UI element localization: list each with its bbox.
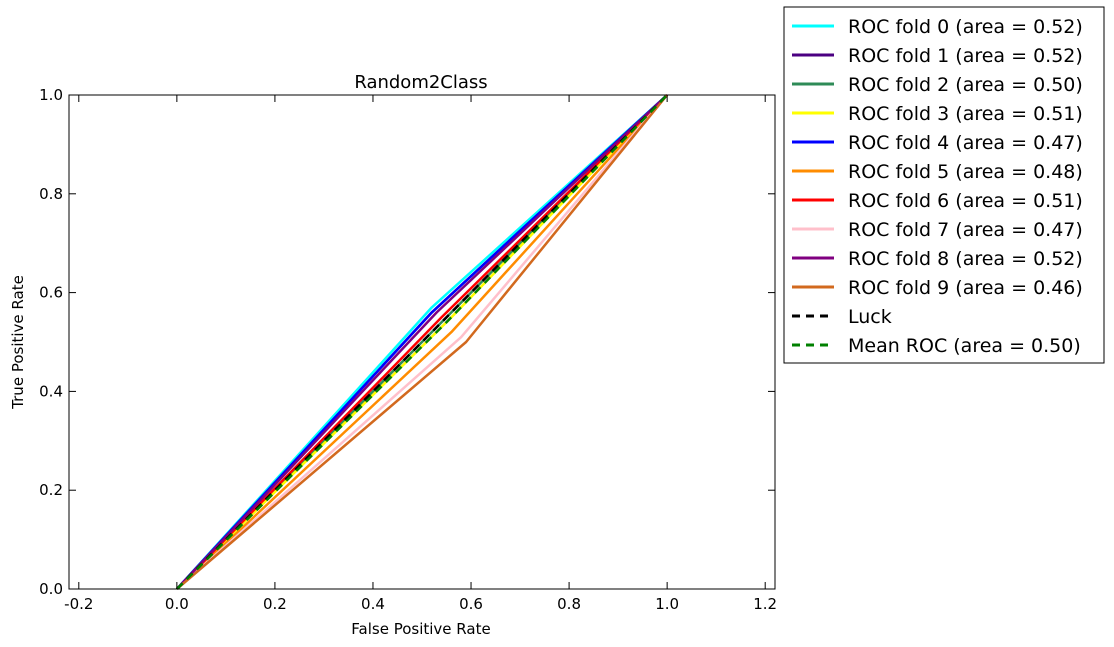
x-tick-label: 0.2 [263, 595, 287, 613]
y-tick-label: 0.8 [39, 185, 63, 203]
series-line-5 [176, 94, 669, 590]
legend-label-2: ROC fold 2 (area = 0.50) [848, 74, 1083, 96]
plot-border [68, 94, 776, 590]
x-tick-label: 0.0 [165, 595, 189, 613]
series-line-11 [176, 94, 668, 590]
legend-label-0: ROC fold 0 (area = 0.52) [848, 16, 1083, 38]
series-line-8 [175, 94, 668, 590]
legend-frame [783, 6, 1105, 364]
y-tick-label: 0.2 [39, 481, 63, 499]
series-line-9 [176, 94, 669, 590]
legend-label-6: ROC fold 6 (area = 0.51) [848, 190, 1083, 212]
series-line-7 [176, 94, 669, 590]
legend-label-4: ROC fold 4 (area = 0.47) [848, 132, 1083, 154]
x-tick-label: 0.6 [459, 595, 483, 613]
legend-label-8: ROC fold 8 (area = 0.52) [848, 248, 1083, 270]
y-ticks: 0.0 0.2 0.4 0.6 0.8 1.0 [39, 86, 775, 598]
x-tick-label: 1.2 [753, 595, 777, 613]
x-tick-label: 0.8 [557, 595, 581, 613]
legend-label-11: Mean ROC (area = 0.50) [848, 335, 1081, 357]
x-axis-label: False Positive Rate [351, 620, 490, 638]
y-tick-label: 1.0 [39, 86, 63, 104]
x-ticks: -0.2 0.0 0.2 0.4 0.6 0.8 1.0 1.2 [64, 95, 777, 613]
plot-area: -0.2 0.0 0.2 0.4 0.6 0.8 1.0 1.2 0.00.20.40.60.… [39, 86, 777, 613]
legend-label-1: ROC fold 1 (area = 0.52) [848, 45, 1083, 67]
x-tick-label: 0.4 [361, 595, 385, 613]
y-tick-label: 0.6 [39, 284, 63, 302]
x-tick-label: 1.0 [655, 595, 679, 613]
legend-items: ROC fold 0 (area = 0.52) ROC fold 1 (area… [792, 16, 1083, 357]
legend-label-7: ROC fold 7 (area = 0.47) [848, 219, 1083, 241]
series-layer [175, 94, 669, 590]
chart-title: Random2Class [354, 72, 487, 93]
y-tick-label: 0.0 [39, 580, 63, 598]
legend-label-3: ROC fold 3 (area = 0.51) [848, 103, 1083, 125]
legend-label-5: ROC fold 5 (area = 0.48) [848, 161, 1083, 183]
legend-label-10: Luck [848, 306, 892, 328]
y-axis-label: True Positive Rate [9, 275, 27, 410]
legend-label-9: ROC fold 9 (area = 0.46) [848, 277, 1083, 299]
y-tick-label: 0.4 [39, 382, 63, 400]
legend: ROC fold 0 (area = 0.52) ROC fold 1 (area… [783, 6, 1105, 364]
x-tick-label: -0.2 [64, 595, 93, 613]
